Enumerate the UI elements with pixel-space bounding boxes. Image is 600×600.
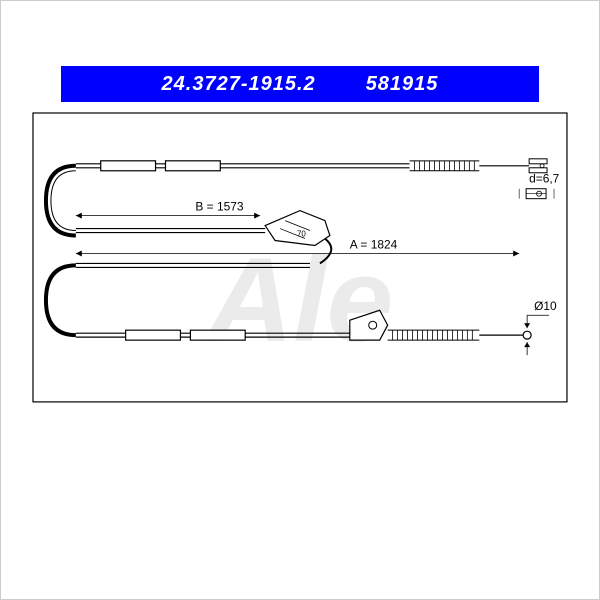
adjuster-fitting: 70 [265,211,330,246]
lower-sleeve-2 [190,330,245,340]
upper-corrugated [410,161,480,171]
dim-b-label: B = 1573 [195,200,243,214]
ball-end [523,331,531,339]
part-code: 581915 [366,73,439,96]
mounting-bracket [350,310,388,340]
lower-sleeve-1 [126,330,181,340]
dimension-a [76,250,519,256]
connector-arc [320,239,331,264]
clevis-fitting [529,159,547,173]
part-number: 24.3727-1915.2 [162,73,316,96]
dim-diameter-label: Ø10 [534,299,557,313]
cable-diagram: d=6,7 70 B = 1573 A = 1824 [31,111,569,490]
header-bar: 24.3727-1915.2 581915 [61,66,539,102]
cable-left-bend-inner [51,171,76,231]
cable-lower-bend [46,265,76,335]
lower-corrugated [388,330,480,340]
dim-d-label: d=6,7 [529,172,560,186]
dim-a-label: A = 1824 [350,237,398,251]
upper-sleeve-2 [165,161,220,171]
detail-d [519,189,554,199]
upper-sleeve-1 [101,161,156,171]
svg-text:70: 70 [297,230,306,239]
frame [33,113,567,402]
product-diagram-container: 24.3727-1915.2 581915 Ale [0,0,600,600]
